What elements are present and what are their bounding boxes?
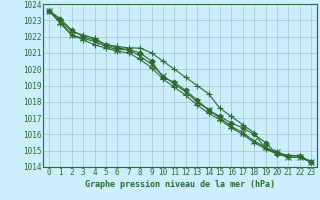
X-axis label: Graphe pression niveau de la mer (hPa): Graphe pression niveau de la mer (hPa) bbox=[85, 180, 275, 189]
